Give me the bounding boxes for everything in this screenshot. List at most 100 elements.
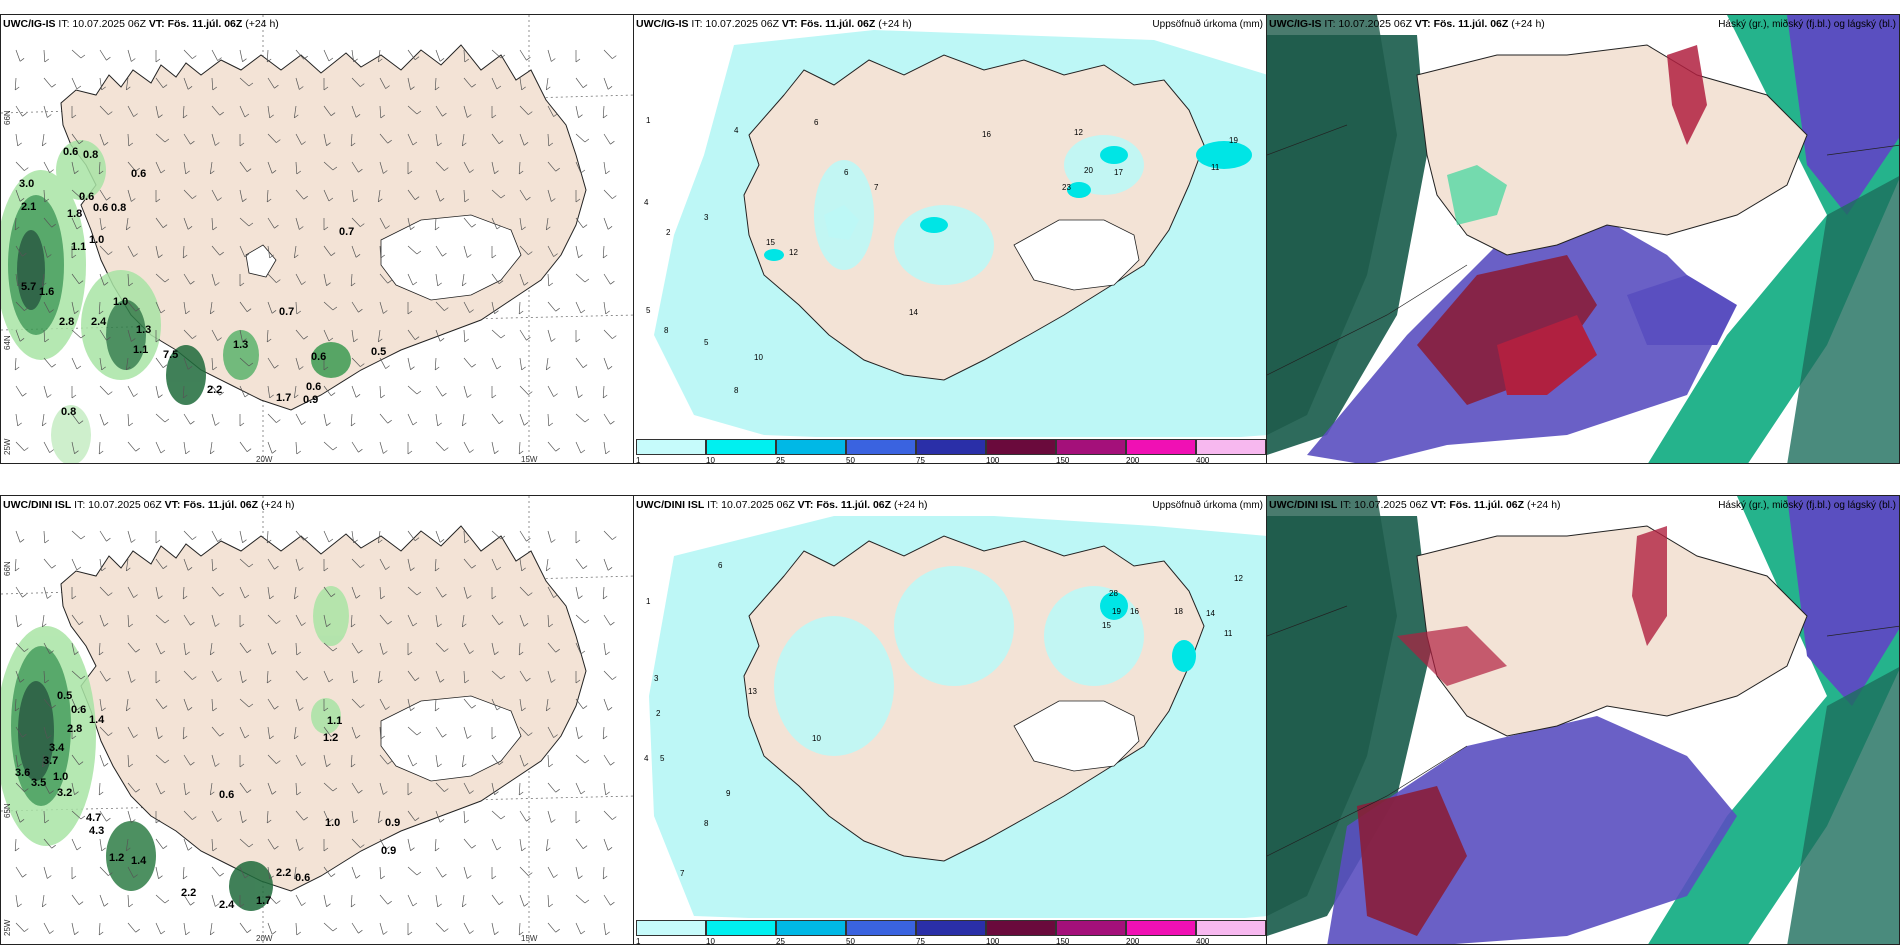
wind-barb-flag (350, 142, 356, 147)
wind-barb-flag (301, 141, 306, 145)
wind-barb (71, 161, 75, 174)
wind-barb (239, 810, 243, 823)
wind-barb (99, 530, 107, 542)
wind-barb (239, 77, 250, 87)
wind-barb-flag (462, 282, 467, 287)
wind-barb-flag (328, 197, 334, 202)
wind-barb (463, 385, 468, 398)
wind-barb-flag (103, 623, 109, 627)
wind-barb (71, 329, 82, 339)
wind-barb (267, 161, 273, 174)
wind-barb (295, 49, 304, 60)
wind-barb (377, 189, 381, 202)
wind-barb-flag (51, 844, 56, 849)
wind-barb-flag (551, 198, 556, 202)
wind-barb-flag (17, 142, 22, 147)
wind-barb-flag (496, 225, 502, 230)
wind-barb-flag (296, 931, 302, 936)
wind-barb-flag (24, 447, 29, 451)
wind-barb-flag (385, 706, 390, 710)
wind-barb (351, 810, 355, 823)
lat-label: 66N (3, 561, 12, 576)
wind-barb-flag (444, 648, 449, 652)
wind-barb (379, 698, 386, 710)
wind-barb (209, 782, 213, 795)
wind-barb-flag (437, 422, 442, 427)
wind-barb-flag (414, 336, 420, 340)
wind-barb (461, 614, 465, 627)
wind-barb-flag (187, 366, 193, 370)
wind-barb-flag (607, 226, 613, 230)
wind-barb-flag (303, 335, 308, 340)
wind-barb (267, 105, 271, 118)
wind-barb (519, 754, 525, 767)
wind-barb-flag (498, 621, 504, 625)
wind-barb-flag (498, 420, 504, 424)
wind-barb-flag (108, 872, 113, 876)
wind-barb-flag (355, 254, 361, 258)
wind-barb-flag (299, 707, 304, 711)
wind-barb (183, 441, 187, 454)
wind-barb (155, 614, 166, 624)
wind-barb (211, 329, 218, 341)
wind-barb (71, 698, 78, 711)
wind-barb-flag (126, 226, 131, 231)
wind-barb-flag (323, 366, 329, 371)
wind-barb (239, 161, 248, 172)
wind-barb (127, 189, 132, 202)
wind-barb-flag (269, 735, 274, 740)
wind-barb (407, 273, 414, 286)
wind-barb (239, 329, 243, 342)
wind-barb-flag (47, 735, 52, 739)
wind-barb (379, 413, 388, 424)
wind-barb (71, 357, 78, 370)
wind-barb-flag (212, 847, 218, 852)
wind-barb (519, 49, 527, 61)
precip-map: 1 2 3 4 4 5 5 6 6 7 8 8 10 12 15 16 17 2… (634, 15, 1266, 463)
wind-barb-flag (274, 224, 279, 229)
wind-barb-flag (469, 309, 474, 313)
wind-barb-flag (494, 310, 499, 314)
wind-barb (99, 217, 103, 230)
wind-barb (602, 726, 605, 740)
wind-barb-flag (332, 306, 338, 311)
wind-barb (323, 922, 334, 932)
wind-barb (99, 385, 109, 395)
wind-barb (211, 726, 220, 737)
wind-barb (407, 133, 414, 146)
wind-barb (127, 586, 134, 598)
wind-barb (183, 133, 191, 145)
wind-barb-flag (414, 817, 420, 821)
svg-text:7: 7 (874, 183, 879, 192)
wind-barb (518, 301, 521, 315)
wind-barb (603, 329, 613, 339)
wind-barb-flag (464, 539, 470, 544)
wind-barb (98, 161, 101, 175)
wind-barb (99, 413, 105, 426)
wind-barb-flag (42, 282, 47, 287)
wind-barb (239, 301, 248, 312)
wind-barb-flag (19, 338, 25, 342)
wind-barb (98, 642, 101, 656)
wind-barb (603, 670, 613, 680)
wind-barb (127, 754, 130, 768)
wind-barb-flag (328, 538, 334, 543)
wind-barb-flag (98, 310, 104, 315)
wind-barb-flag (350, 763, 356, 768)
wind-barb-flag (303, 55, 308, 60)
wind-barb (323, 413, 327, 426)
wind-barb (127, 922, 136, 933)
wind-barb-flag (266, 679, 272, 684)
wind-barb-flag (330, 733, 336, 737)
wind-barb (407, 698, 411, 711)
wind-barb-flag (500, 535, 506, 540)
wind-barb (323, 894, 327, 907)
wind-barb-flag (332, 166, 338, 171)
wind-barb-flag (471, 83, 476, 88)
wind-barb (575, 273, 586, 283)
wind-value: 1.7 (276, 392, 291, 404)
wind-barb (99, 273, 105, 286)
wind-barb-flag (439, 198, 445, 202)
cloud-panel-dini: UWC/DINI ISL IT: 10.07.2025 06Z VT: Fös.… (1266, 495, 1900, 945)
wind-barb-flag (74, 450, 79, 454)
